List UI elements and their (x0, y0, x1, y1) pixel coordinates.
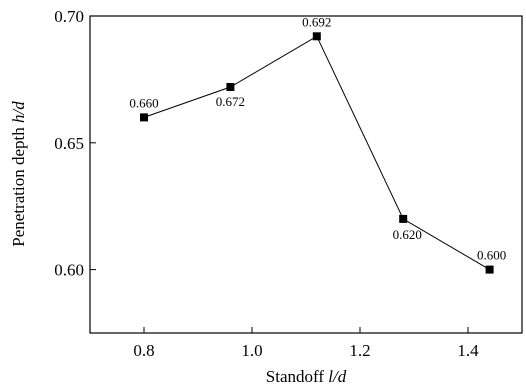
data-label: 0.672 (216, 94, 245, 109)
data-label: 0.620 (393, 227, 422, 242)
data-labels: 0.660 0.672 0.692 0.620 0.600 (129, 14, 506, 262)
y-tick-label: 0.70 (54, 7, 84, 26)
x-tick-label: 1.4 (457, 341, 479, 360)
x-axis: 0.8 1.0 1.2 1.4 (133, 327, 479, 360)
data-label: 0.660 (129, 95, 158, 110)
x-tick-label: 0.8 (133, 341, 154, 360)
y-axis-title-variable: h/d (9, 101, 28, 123)
x-tick-label: 1.0 (241, 341, 262, 360)
x-axis-title: Standoff l/d (266, 367, 347, 386)
series-line (143, 35, 490, 271)
y-axis: 0.60 0.65 0.70 (54, 7, 96, 280)
data-point-marker (399, 214, 408, 223)
data-label: 0.692 (302, 14, 331, 29)
plot-frame (89, 15, 523, 334)
data-point-marker (140, 113, 148, 122)
y-tick-label: 0.60 (54, 261, 84, 280)
y-axis-title-prefix: Penetration depth (9, 123, 28, 247)
data-label: 0.600 (477, 248, 506, 263)
x-tick-label: 1.2 (349, 341, 370, 360)
data-point-marker (485, 265, 494, 274)
data-point-marker (226, 83, 235, 91)
x-axis-title-variable: l/d (328, 367, 346, 386)
y-axis-title: Penetration depth h/d (9, 101, 28, 247)
data-point-marker (312, 32, 321, 41)
series-layer (140, 32, 494, 274)
x-axis-title-prefix: Standoff (266, 367, 329, 386)
y-tick-label: 0.65 (54, 134, 84, 153)
